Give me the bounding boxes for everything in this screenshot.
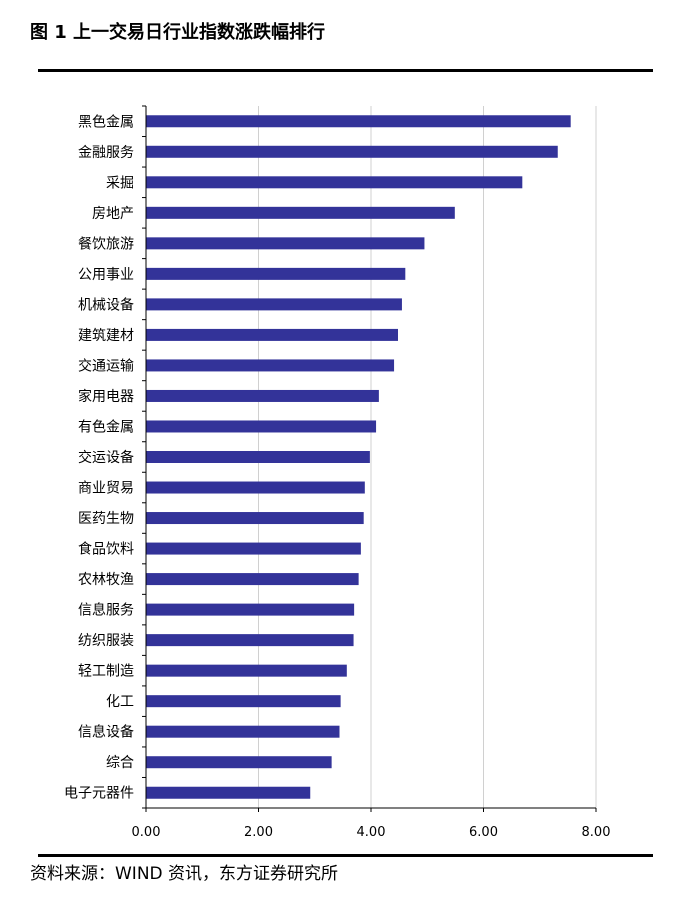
bottom-rule xyxy=(38,854,653,857)
bar xyxy=(146,267,406,280)
top-rule xyxy=(38,69,653,72)
bar xyxy=(146,176,523,189)
category-label: 电子元器件 xyxy=(64,786,134,802)
source-note: 资料来源：WIND 资讯，东方证券研究所 xyxy=(30,864,339,884)
category-label: 综合 xyxy=(106,755,134,771)
axes xyxy=(142,105,597,812)
bar xyxy=(146,603,355,616)
bar xyxy=(146,206,455,219)
category-label: 有色金属 xyxy=(78,418,134,435)
category-label: 房地产 xyxy=(92,206,134,222)
category-label: 机械设备 xyxy=(78,296,134,313)
bar xyxy=(146,359,395,372)
category-label: 黑色金属 xyxy=(78,113,134,130)
bar xyxy=(146,695,341,708)
category-label: 信息设备 xyxy=(78,724,134,741)
category-label: 采掘 xyxy=(106,175,134,191)
category-label: 食品饮料 xyxy=(78,541,134,558)
category-label: 农林牧渔 xyxy=(78,572,134,588)
category-label: 化工 xyxy=(106,694,134,710)
category-label: 餐饮旅游 xyxy=(78,236,134,252)
bar xyxy=(146,573,359,586)
x-tick-label: 2.00 xyxy=(244,825,273,840)
category-label: 轻工制造 xyxy=(78,664,134,680)
bar xyxy=(146,725,340,738)
bar xyxy=(146,512,364,525)
bar xyxy=(146,328,398,341)
category-label: 金融服务 xyxy=(78,145,134,161)
bar xyxy=(146,451,370,463)
bar xyxy=(146,634,354,647)
x-tick-label: 6.00 xyxy=(469,825,498,840)
category-label: 公用事业 xyxy=(78,267,134,283)
category-label: 医药生物 xyxy=(78,511,134,527)
x-tick-label: 0.00 xyxy=(132,825,161,840)
bar xyxy=(146,420,377,433)
category-label: 交运设备 xyxy=(78,449,134,466)
category-label: 信息服务 xyxy=(78,602,134,619)
tick-labels: 0.00 2.00 4.00 6.00 8.00 xyxy=(132,825,611,840)
bar xyxy=(146,115,571,128)
chart-title: 图 1 上一交易日行业指数涨跌幅排行 xyxy=(30,22,326,43)
x-tick-label: 4.00 xyxy=(357,825,386,840)
bar xyxy=(146,542,361,555)
category-label: 纺织服装 xyxy=(78,633,134,649)
x-tick-label: 8.00 xyxy=(582,825,611,840)
category-label: 交通运输 xyxy=(78,357,134,374)
bar xyxy=(146,786,311,799)
bar xyxy=(146,145,558,158)
bar xyxy=(146,756,332,769)
bar xyxy=(146,298,402,311)
bar xyxy=(146,664,347,677)
bars xyxy=(146,115,571,799)
category-label: 建筑建材 xyxy=(78,328,134,344)
category-label: 家用电器 xyxy=(78,388,134,405)
category-labels: 黑色金属金融服务采掘房地产餐饮旅游公用事业机械设备建筑建材交通运输家用电器有色金… xyxy=(64,113,134,801)
bar xyxy=(146,389,379,402)
category-label: 商业贸易 xyxy=(78,481,134,497)
bar xyxy=(146,481,365,494)
bar xyxy=(146,237,425,250)
